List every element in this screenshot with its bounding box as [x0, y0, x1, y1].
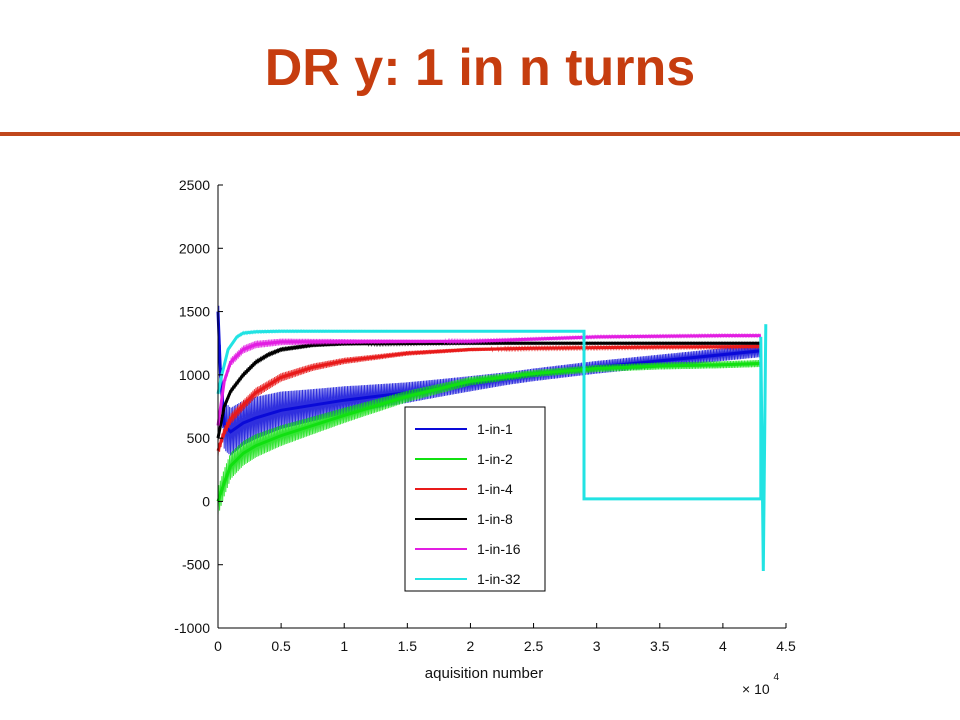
- axes-layer: -1000 -500 0 500 1000 1500 2000 2500 0 0.5 1 1.5 2 2.…: [174, 177, 796, 654]
- y-tick-label: 0: [202, 493, 210, 509]
- x-tick-label: 1: [340, 638, 348, 654]
- legend-item: 1-in-16: [415, 541, 521, 557]
- legend-box: [404, 406, 546, 592]
- legend-item: 1-in-32: [415, 571, 521, 587]
- y-tick-label: 2000: [179, 240, 210, 256]
- legend-label: 1-in-8: [477, 511, 513, 527]
- x-tick-label: 3: [593, 638, 601, 654]
- series-line-1-in-16: [216, 334, 761, 426]
- y-tick-label: 1500: [179, 304, 210, 320]
- legend-label: 1-in-32: [477, 571, 521, 587]
- y-tick-label: 1000: [179, 367, 210, 383]
- legend-item: 1-in-2: [415, 451, 513, 467]
- legend-item: 1-in-4: [415, 481, 513, 497]
- legend-item: 1-in-8: [415, 511, 513, 527]
- series-line-1-in-8: [216, 341, 761, 439]
- series-1-in-4: [216, 343, 762, 457]
- x-tick-label: 4: [719, 638, 727, 654]
- series-layer: [216, 305, 768, 572]
- legend-label: 1-in-1: [477, 421, 513, 437]
- y-tick-label: 500: [187, 430, 211, 446]
- x-axis-multiplier: × 10 4: [742, 672, 780, 697]
- y-tick-label: -1000: [174, 620, 210, 636]
- series-1-in-32: [216, 324, 768, 572]
- legend-label: 1-in-2: [477, 451, 513, 467]
- x-multiplier-exponent: 4: [774, 672, 780, 683]
- slide-title: DR y: 1 in n turns: [264, 39, 696, 97]
- legend-label: 1-in-16: [477, 541, 521, 557]
- x-tick-label: 4.5: [776, 638, 796, 654]
- title-divider: [0, 132, 960, 136]
- series-1-in-8: [216, 340, 762, 442]
- y-tick-label: 2500: [179, 177, 210, 193]
- legend: 1-in-1 1-in-2 1-in-4 1-in-8 1-in-16 1-in-32: [404, 406, 546, 592]
- x-tick-label: 0: [214, 638, 222, 654]
- x-tick-label: 1.5: [398, 638, 418, 654]
- x-axis-label: aquisition number: [425, 665, 543, 682]
- series-1-in-16: [216, 332, 762, 430]
- legend-label: 1-in-4: [477, 481, 513, 497]
- legend-item: 1-in-1: [415, 421, 513, 437]
- x-multiplier-base: × 10: [742, 681, 770, 697]
- series-line-1-in-2: [216, 362, 761, 502]
- x-tick-label: 3.5: [650, 638, 670, 654]
- series-line-1-in-4: [216, 344, 761, 452]
- series-band-1-in-1: [217, 305, 762, 456]
- series-1-in-2: [216, 359, 762, 516]
- x-tick-label: 2.5: [524, 638, 544, 654]
- x-tick-label: 2: [467, 638, 475, 654]
- y-tick-label: -500: [182, 557, 210, 573]
- x-tick-label: 0.5: [271, 638, 291, 654]
- series-line-1-in-32: [216, 324, 768, 572]
